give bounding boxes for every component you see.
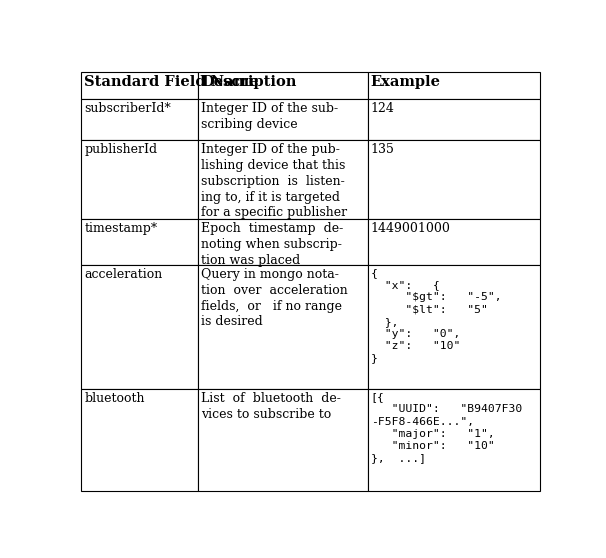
Bar (198, 140, 368, 219)
Text: [{
   "UUID":   "B9407F30
-F5F8-466E...",
   "major":   "1",
   "minor":   "10"
: [{ "UUID": "B9407F30 -F5F8-466E...", "ma… (371, 392, 522, 463)
Bar (368, 72, 540, 99)
Text: Epoch  timestamp  de-
noting when subscrip-
tion was placed: Epoch timestamp de- noting when subscrip… (201, 222, 344, 267)
Bar (198, 265, 368, 389)
Bar (81, 72, 198, 99)
Bar (81, 219, 198, 265)
Bar (81, 99, 198, 140)
Bar (81, 140, 198, 219)
Bar (198, 389, 368, 492)
Text: Integer ID of the pub-
lishing device that this
subscription  is  listen-
ing to: Integer ID of the pub- lishing device th… (201, 143, 347, 219)
Text: timestamp*: timestamp* (84, 222, 158, 235)
Bar (81, 265, 198, 389)
Bar (81, 389, 198, 492)
Bar (198, 99, 368, 140)
Text: 135: 135 (371, 143, 395, 156)
Text: 1449001000: 1449001000 (371, 222, 451, 235)
Text: bluetooth: bluetooth (84, 392, 145, 405)
Bar (368, 99, 540, 140)
Bar (368, 140, 540, 219)
Bar (368, 219, 540, 265)
Text: Integer ID of the sub-
scribing device: Integer ID of the sub- scribing device (201, 102, 338, 131)
Text: acceleration: acceleration (84, 268, 162, 281)
Text: subscriberId*: subscriberId* (84, 102, 171, 115)
Text: Query in mongo nota-
tion  over  acceleration
fields,  or   if no range
is desir: Query in mongo nota- tion over accelerat… (201, 268, 348, 328)
Text: List  of  bluetooth  de-
vices to subscribe to: List of bluetooth de- vices to subscribe… (201, 392, 341, 421)
Text: {
  "x":   {
     "$gt":   "-5",
     "$lt":   "5"
  },
  "y":   "0",
  "z":   ": { "x": { "$gt": "-5", "$lt": "5" }, "y":… (371, 268, 501, 364)
Bar (368, 389, 540, 492)
Bar (368, 265, 540, 389)
Text: publisherId: publisherId (84, 143, 158, 156)
Bar (198, 72, 368, 99)
Bar (198, 219, 368, 265)
Text: Description: Description (201, 75, 296, 89)
Text: 124: 124 (371, 102, 395, 115)
Text: Example: Example (371, 75, 441, 89)
Text: Standard Field Name: Standard Field Name (84, 75, 259, 89)
